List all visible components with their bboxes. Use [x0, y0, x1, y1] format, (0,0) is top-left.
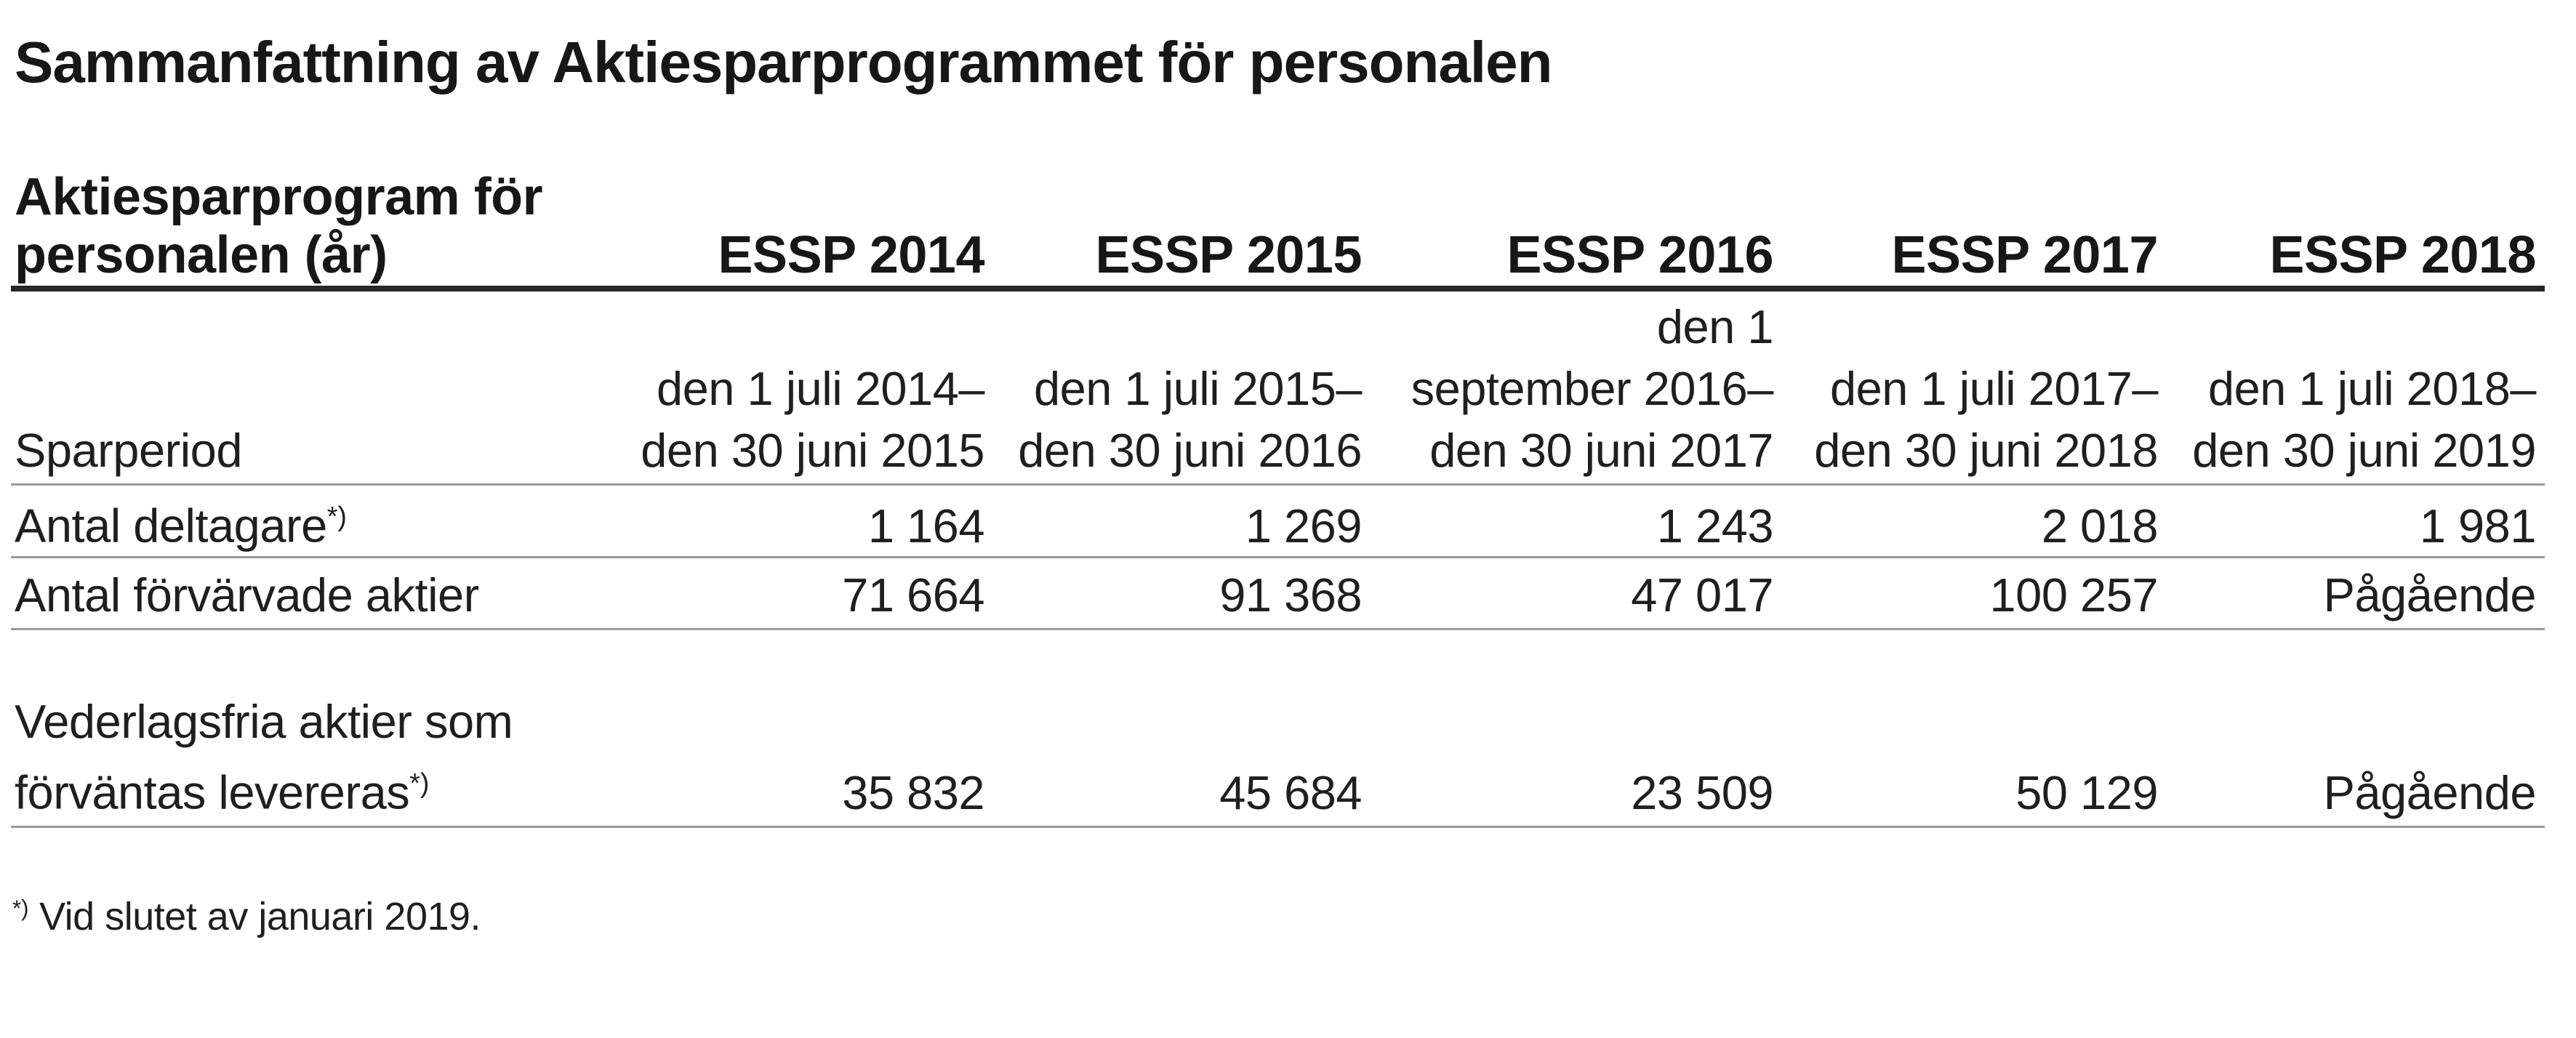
row-label-vederlagsfria-aktier: Vederlagsfria aktier som förväntas lever… [15, 695, 513, 819]
column-header-essp-2017: ESSP 2017 [1891, 226, 2159, 284]
row-label-antal-deltagare: Antal deltagare*) [15, 499, 347, 552]
cell-vederlagsfria-essp2017: 50 129 [2015, 766, 2158, 819]
header-label-line2: personalen (år) [15, 226, 388, 284]
cell-sparperiod-essp2018: den 1 juli 2018– den 30 juni 2019 [2192, 362, 2536, 477]
cell-sparperiod-essp2014: den 1 juli 2014– den 30 juni 2015 [641, 362, 984, 477]
cell-deltagare-essp2014: 1 164 [867, 499, 985, 552]
cell-forvarvade-essp2018: Pågående [2323, 568, 2537, 621]
cell-deltagare-essp2016: 1 243 [1656, 499, 1774, 552]
cell-vederlagsfria-essp2014: 35 832 [842, 766, 984, 819]
column-header-essp-2014: ESSP 2014 [718, 226, 985, 284]
footnote-text: Vid slutet av januari 2019. [39, 894, 481, 938]
cell-sparperiod-essp2017: den 1 juli 2017– den 30 juni 2018 [1814, 362, 2158, 477]
table-row-vederlagsfria-aktier: Vederlagsfria aktier som förväntas lever… [11, 630, 2545, 828]
cell-deltagare-essp2018: 1 981 [2419, 499, 2537, 552]
footnote-marker: *) [12, 896, 29, 921]
cell-forvarvade-essp2014: 71 664 [842, 568, 984, 621]
table-row-antal-deltagare: Antal deltagare*) 1 164 1 269 1 243 2 01… [11, 486, 2545, 558]
cell-deltagare-essp2015: 1 269 [1245, 499, 1363, 552]
cell-sparperiod-essp2016: den 1 september 2016– den 30 juni 2017 [1411, 300, 1774, 477]
cell-forvarvade-essp2015: 91 368 [1219, 568, 1362, 621]
cell-sparperiod-essp2015: den 1 juli 2015– den 30 juni 2016 [1018, 362, 1362, 477]
table-row-sparperiod: Sparperiod den 1 juli 2014– den 30 juni … [11, 291, 2545, 486]
header-label-line1: Aktiesparprogram för [15, 168, 543, 226]
page-title: Sammanfattning av Aktiesparprogrammet fö… [15, 30, 1552, 94]
table-row-forvarvade-aktier: Antal förvärvade aktier 71 664 91 368 47… [11, 558, 2545, 630]
column-header-essp-2018: ESSP 2018 [2269, 226, 2537, 284]
header-label-cell: Aktiesparprogram för personalen (år) [11, 168, 611, 286]
row-label-sparperiod: Sparperiod [15, 424, 243, 477]
essp-summary-table: Aktiesparprogram för personalen (år) ESS… [11, 167, 2545, 828]
cell-vederlagsfria-essp2015: 45 684 [1219, 766, 1362, 819]
cell-forvarvade-essp2016: 47 017 [1631, 568, 1773, 621]
cell-vederlagsfria-essp2018: Pågående [2323, 766, 2537, 819]
footnote: *) Vid slutet av januari 2019. [12, 887, 481, 938]
cell-vederlagsfria-essp2016: 23 509 [1631, 766, 1773, 819]
footnote-marker: *) [326, 501, 347, 531]
cell-forvarvade-essp2017: 100 257 [1989, 568, 2159, 621]
cell-deltagare-essp2017: 2 018 [2041, 499, 2159, 552]
row-label-forvarvade-aktier: Antal förvärvade aktier [15, 568, 479, 621]
column-header-essp-2016: ESSP 2016 [1506, 226, 1774, 284]
column-header-essp-2015: ESSP 2015 [1095, 226, 1363, 284]
footnote-marker: *) [409, 768, 430, 799]
table-header-row: Aktiesparprogram för personalen (år) ESS… [11, 167, 2545, 291]
